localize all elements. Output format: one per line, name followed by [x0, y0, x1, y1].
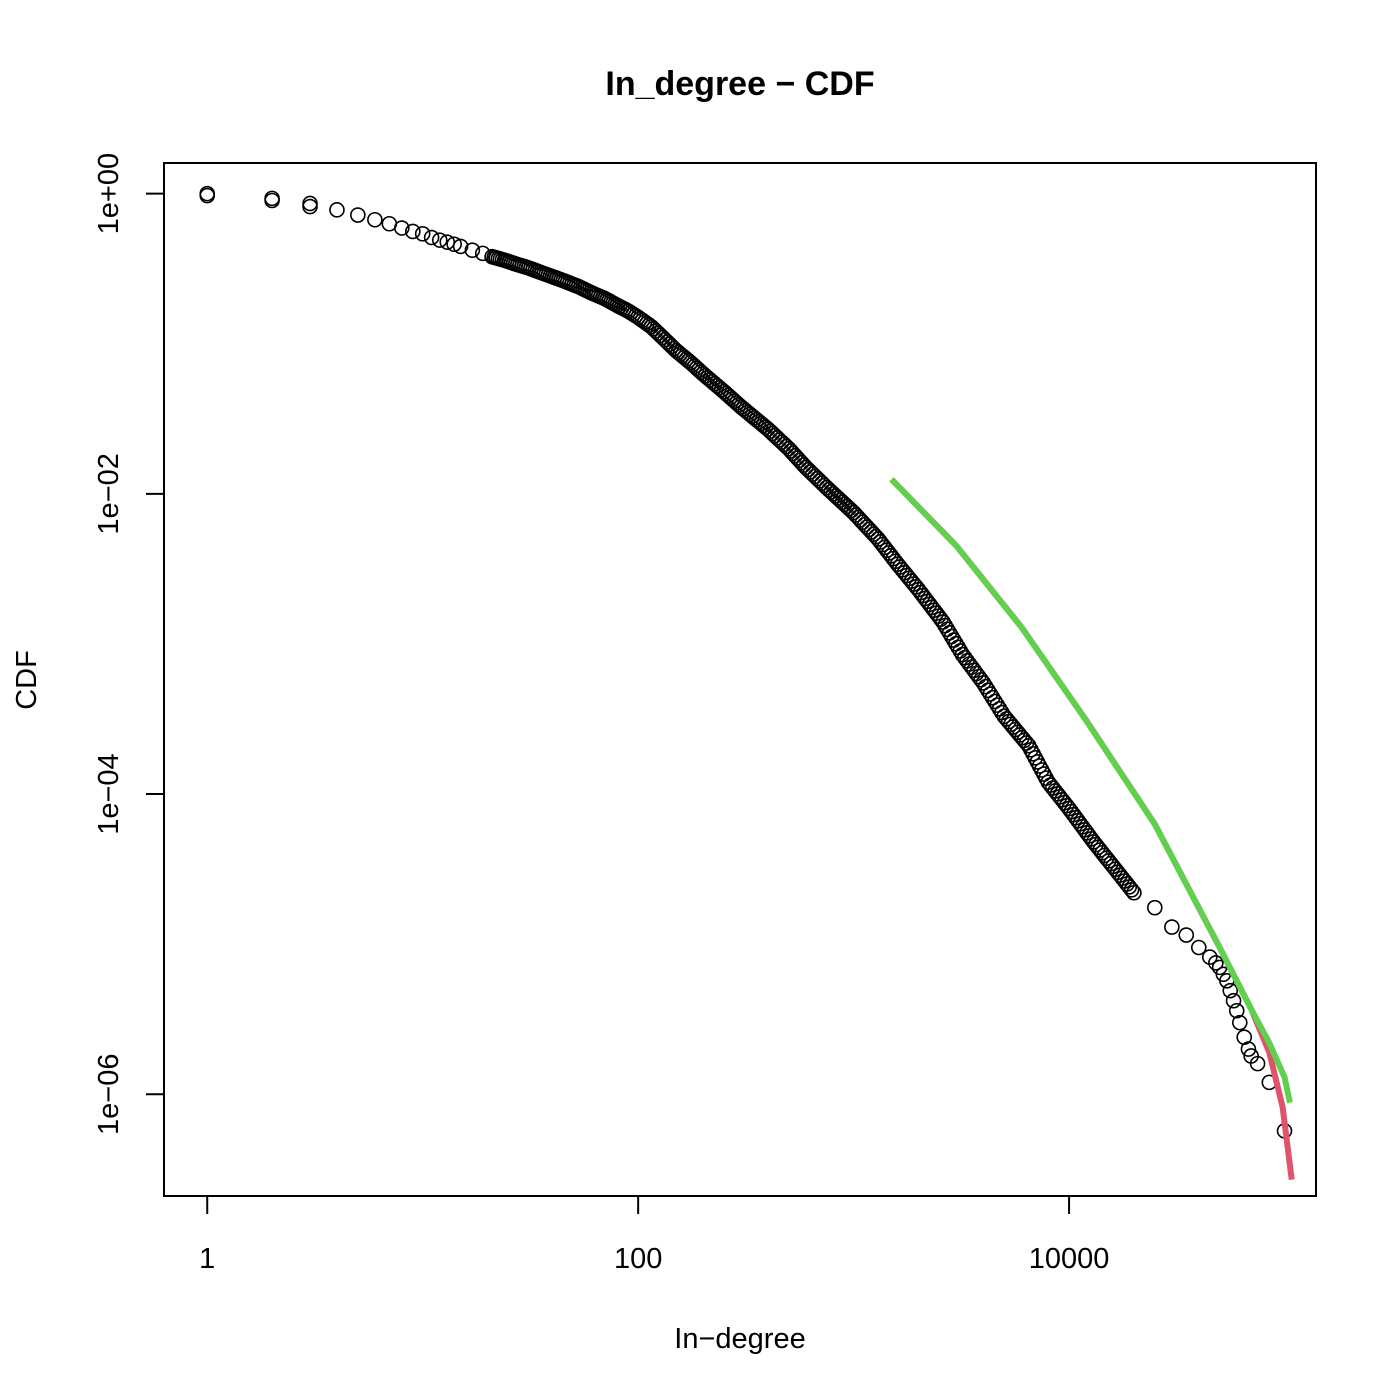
data-point: [910, 581, 927, 598]
y-tick-label: 1e−06: [93, 1054, 125, 1135]
y-tick-label: 1e−02: [93, 453, 125, 534]
data-point: [1126, 884, 1142, 901]
data-point: [464, 242, 481, 258]
data-point: [1249, 1055, 1266, 1072]
y-axis: 1e+00 1e−02 1e−04 1e−06: [93, 153, 165, 1135]
data-point: [935, 614, 951, 630]
data-point: [668, 342, 684, 359]
x-tick-label: 10000: [1029, 1243, 1110, 1275]
data-point: [760, 421, 776, 437]
data-point: [654, 329, 671, 346]
data-point: [350, 207, 366, 223]
data-point: [496, 252, 513, 269]
data-point: [405, 223, 421, 240]
data-point: [797, 459, 814, 476]
data-point: [1208, 955, 1224, 971]
x-axis: 1 100 10000: [199, 1195, 1110, 1275]
y-tick-label: 1e+00: [93, 153, 125, 234]
data-point: [367, 211, 383, 228]
data-point: [596, 290, 613, 307]
data-point: [446, 236, 462, 253]
data-point: [1105, 858, 1121, 875]
data-point: [1225, 992, 1242, 1009]
data-point: [431, 232, 448, 248]
data-point: [954, 646, 971, 663]
data-point: [1222, 982, 1239, 999]
data-point: [557, 273, 574, 290]
data-point: [520, 260, 537, 276]
plot-frame: [163, 162, 1317, 1197]
data-point: [264, 192, 280, 209]
data-point: [199, 187, 216, 204]
data-point: [682, 354, 699, 371]
data-point: [302, 198, 318, 215]
data-point: [394, 220, 410, 236]
data-point: [845, 504, 862, 521]
plot-layer: [199, 185, 1295, 1180]
y-axis-label: CDF: [11, 650, 43, 710]
data-point: [423, 229, 440, 246]
data-point: [302, 195, 318, 212]
data-point: [889, 556, 906, 572]
data-point: [1231, 1014, 1248, 1031]
x-axis-label: In−degree: [674, 1323, 805, 1355]
data-point-filler: [1123, 882, 1140, 898]
data-point: [996, 708, 1013, 725]
data-point: [1085, 834, 1102, 850]
y-tick-label: 1e−04: [93, 753, 125, 834]
data-point: [643, 318, 660, 335]
data-point: [582, 284, 599, 301]
data-point: [1040, 774, 1056, 790]
data-point: [1178, 927, 1195, 943]
data-point: [1202, 949, 1218, 965]
data-point: [1190, 939, 1207, 956]
data-point: [1061, 800, 1077, 817]
data-point: [452, 238, 469, 255]
chart-title: In_degree − CDF: [605, 65, 874, 103]
x-tick-label: 1: [199, 1243, 215, 1275]
data-point: [780, 440, 797, 457]
data-point: [975, 675, 992, 691]
data-point: [1147, 899, 1163, 916]
data-point: [695, 366, 711, 382]
data-point: [716, 383, 732, 400]
data-point: [474, 245, 491, 262]
data-point: [870, 531, 886, 547]
data-point: [733, 399, 749, 415]
data-point: [630, 309, 646, 326]
fit-line-green: [889, 477, 1293, 1104]
data-point: [414, 226, 431, 242]
data-point: [1228, 1002, 1245, 1019]
point-series: [199, 185, 1293, 1139]
data-point: [1240, 1041, 1257, 1057]
data-point: [1020, 737, 1037, 754]
data-point: [818, 479, 835, 496]
data-point: [329, 202, 345, 218]
data-point: [1164, 919, 1180, 935]
x-tick-label: 100: [614, 1243, 662, 1275]
